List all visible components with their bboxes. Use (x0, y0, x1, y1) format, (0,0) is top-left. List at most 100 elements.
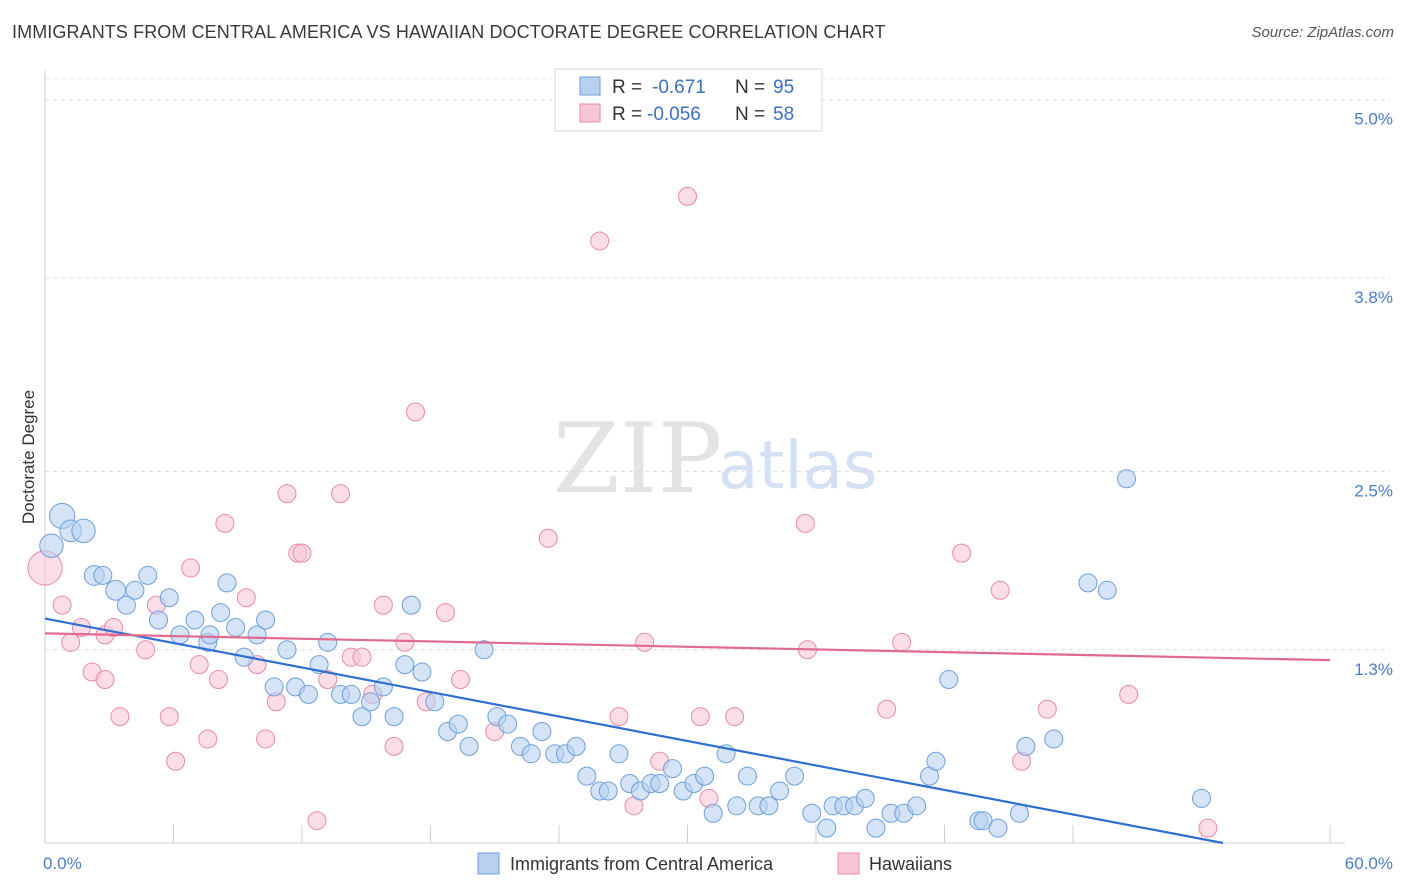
point-central-america-20 (247, 625, 267, 645)
point-hawaiians-20 (256, 729, 276, 749)
point-central-america-7 (116, 595, 136, 615)
y-tick-labels: 1.3% 2.5% 3.8% 5.0% (1354, 110, 1393, 679)
point-central-america-57 (650, 774, 670, 794)
point-central-america-81 (926, 751, 946, 771)
point-hawaiians-51 (877, 699, 897, 719)
x-tick-label-min: 0.0% (43, 854, 82, 873)
point-central-america-71 (817, 818, 837, 838)
legend-r-label-central-america: R = (612, 77, 642, 98)
point-hawaiians-17 (215, 513, 235, 533)
point-central-america-70 (802, 803, 822, 823)
point-hawaiians-41 (609, 707, 629, 727)
legend-n-label-central-america: N = (735, 77, 765, 98)
point-hawaiians-45 (678, 186, 697, 206)
point-hawaiians-43 (635, 632, 655, 652)
point-hawaiians-53 (952, 543, 972, 563)
point-central-america-89 (1078, 573, 1098, 593)
point-hawaiians-31 (373, 595, 393, 615)
point-central-america-30 (352, 707, 372, 727)
y-tick-label-1: 2.5% (1354, 481, 1393, 500)
point-central-america-13 (185, 610, 205, 630)
point-hawaiians-39 (538, 528, 558, 548)
grid (45, 78, 1390, 651)
legend-r-label-hawaiians: R = (612, 104, 642, 125)
y-tick-label-0: 1.3% (1354, 660, 1393, 679)
series-legend-label-hawaiians: Hawaiians (869, 854, 952, 874)
point-central-america-65 (737, 766, 757, 786)
chart-title: IMMIGRANTS FROM CENTRAL AMERICA VS HAWAI… (12, 22, 886, 42)
point-hawaiians-58 (1198, 818, 1218, 838)
trend-lines (44, 617, 1331, 845)
point-hawaiians-22 (277, 484, 297, 504)
point-central-america-21 (256, 610, 276, 630)
point-hawaiians-14 (189, 655, 209, 675)
point-hawaiians-1 (52, 595, 72, 615)
point-central-america-91 (1117, 469, 1137, 489)
point-central-america-85 (988, 818, 1008, 838)
point-central-america-29 (341, 684, 361, 704)
series-points-0 (39, 469, 1211, 838)
point-hawaiians-36 (435, 603, 455, 623)
point-central-america-8 (125, 580, 145, 600)
y-axis-label: Doctorate Degree (19, 390, 38, 524)
point-central-america-5 (93, 565, 113, 585)
point-central-america-88 (1044, 729, 1064, 749)
point-central-america-79 (907, 796, 927, 816)
watermark: ZIP atlas (553, 403, 878, 515)
point-central-america-3 (71, 518, 96, 544)
point-hawaiians-2 (61, 632, 81, 652)
point-central-america-84 (973, 811, 993, 831)
point-central-america-58 (663, 759, 683, 779)
point-central-america-34 (395, 655, 415, 675)
point-hawaiians-49 (795, 513, 815, 533)
point-hawaiians-5 (95, 669, 115, 689)
scatter-points (27, 186, 1218, 838)
point-hawaiians-26 (318, 669, 338, 689)
point-central-america-49 (566, 736, 586, 756)
legend-swatch-hawaiians (579, 103, 601, 123)
point-central-america-37 (425, 692, 445, 712)
point-central-america-39 (448, 714, 468, 734)
point-hawaiians-56 (1037, 699, 1057, 719)
point-hawaiians-34 (406, 402, 426, 422)
legend-r-value-hawaiians: -0.056 (647, 104, 701, 125)
stats-legend: R = -0.671 N = 95 R = -0.056 N = 58 (554, 68, 823, 132)
legend-r-value-central-america: -0.671 (652, 77, 706, 98)
y-tick-label-3: 5.0% (1354, 110, 1393, 129)
point-central-america-50 (577, 766, 597, 786)
point-central-america-41 (474, 640, 494, 660)
point-central-america-46 (532, 722, 552, 742)
point-central-america-75 (855, 788, 875, 808)
point-central-america-68 (770, 781, 790, 801)
watermark-zip: ZIP (553, 403, 722, 515)
point-central-america-40 (459, 736, 479, 756)
watermark-atlas: atlas (718, 427, 878, 504)
point-hawaiians-8 (110, 707, 130, 727)
point-central-america-76 (866, 818, 886, 838)
point-hawaiians-16 (208, 669, 228, 689)
point-hawaiians-24 (292, 543, 312, 563)
trend-line-central-america (44, 617, 1224, 845)
y-tick-label-2: 3.8% (1354, 288, 1393, 307)
legend-n-value-central-america: 95 (773, 77, 794, 98)
point-central-america-82 (939, 669, 959, 689)
point-central-america-11 (159, 588, 179, 608)
point-central-america-90 (1097, 580, 1117, 600)
point-central-america-27 (318, 632, 338, 652)
point-hawaiians-18 (236, 588, 256, 608)
point-central-america-31 (361, 692, 381, 712)
point-hawaiians-15 (198, 729, 218, 749)
series-legend-swatch-central-america (477, 852, 500, 875)
point-central-america-45 (521, 744, 541, 764)
legend-n-label-hawaiians: N = (735, 104, 765, 125)
point-hawaiians-9 (136, 640, 156, 660)
point-central-america-86 (1009, 803, 1029, 823)
point-central-america-15 (200, 625, 220, 645)
point-central-america-62 (703, 803, 723, 823)
point-central-america-10 (149, 610, 169, 630)
chart-source: Source: ZipAtlas.com (1251, 24, 1394, 41)
legend-n-value-hawaiians: 58 (773, 104, 794, 125)
point-hawaiians-37 (450, 669, 470, 689)
point-central-america-23 (277, 640, 297, 660)
